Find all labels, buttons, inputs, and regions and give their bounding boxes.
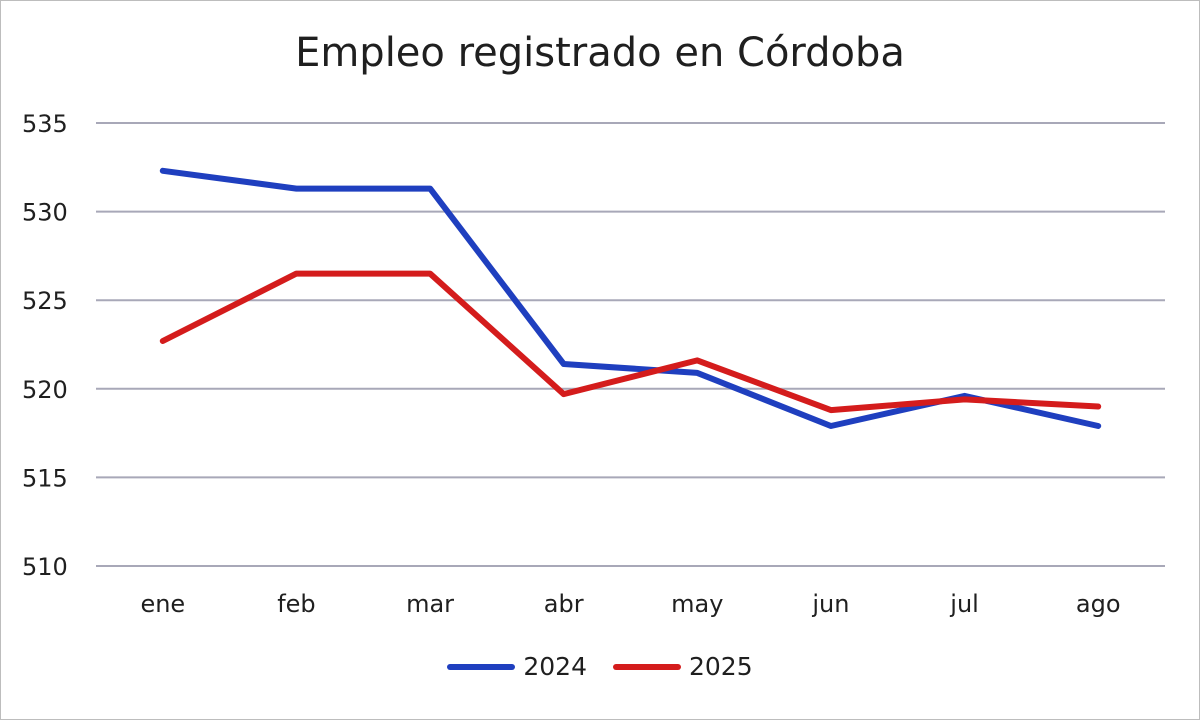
y-tick-label: 530 [22,199,68,227]
x-tick-label: feb [277,590,315,618]
x-tick-label: jul [949,590,979,618]
legend-item-2024: 2024 [447,652,587,681]
y-tick-label: 510 [22,553,68,581]
legend-swatch [613,663,681,670]
series-lines [159,167,1102,429]
x-tick-label: mar [406,590,454,618]
legend-item-2025: 2025 [613,652,753,681]
x-tick-label: jun [811,590,849,618]
legend-swatch [447,663,516,670]
y-tick-label: 525 [22,287,68,315]
x-tick-label: may [671,590,723,618]
y-axis-ticks: 535 530 525 520 515 510 [22,110,68,581]
y-tick-label: 535 [22,110,68,138]
chart-legend: 2024 2025 [0,652,1200,681]
series-line-2024 [159,167,1102,429]
series-line-2025 [159,270,1102,414]
x-axis-ticks: ene feb mar abr may jun jul ago [140,590,1120,618]
x-tick-label: ene [140,590,185,618]
legend-label: 2024 [523,652,587,681]
gridlines [96,122,1165,567]
y-tick-label: 515 [22,464,68,492]
x-tick-label: ago [1076,590,1121,618]
chart-title: Empleo registrado en Córdoba [295,30,905,76]
y-tick-label: 520 [22,376,68,404]
x-tick-label: abr [544,590,584,618]
legend-label: 2025 [689,652,753,681]
